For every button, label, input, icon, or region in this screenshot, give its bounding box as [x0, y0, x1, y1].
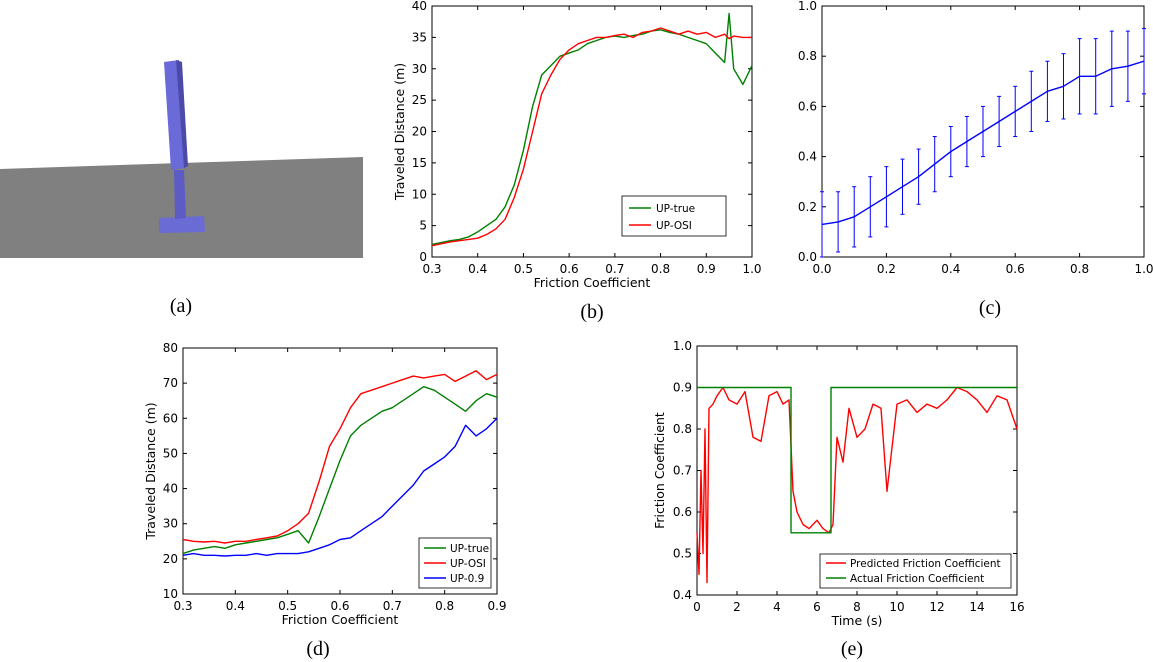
chart-b-xtick-label: 0.4	[468, 262, 487, 276]
chart-e-xtick-label: 10	[889, 600, 904, 614]
chart-b-ytick-label: 30	[412, 62, 427, 76]
chart-c-ytick-label: 0.4	[798, 150, 817, 164]
chart-b-ytick-label: 5	[419, 219, 427, 233]
chart-b-xtick-label: 0.5	[514, 262, 533, 276]
hopper-foot	[159, 216, 205, 233]
caption-d: (d)	[306, 638, 329, 660]
chart-b-ytick-label: 15	[412, 156, 427, 170]
chart-b-xtick-label: 1.0	[742, 262, 761, 276]
chart-b-ytick-label: 20	[412, 125, 427, 139]
chart-e-xtick-label: 4	[773, 600, 781, 614]
chart-e: 0 2 4 6 8 10 12 14 16 0.4 0.5 0.6 0.7 0.8 0.9 1.0 Time (…	[652, 339, 1025, 628]
chart-e-ytick-label: 0.5	[673, 547, 692, 561]
legend-b-up-osi: UP-OSI	[656, 220, 692, 232]
chart-b-xtick-label: 0.7	[605, 262, 624, 276]
chart-c-ytick-label: 0.0	[798, 250, 817, 264]
chart-d-xtick-label: 0.6	[330, 599, 349, 613]
chart-b-ytick-label: 10	[412, 187, 427, 201]
chart-d-ytick-label: 80	[163, 341, 178, 355]
caption-b: (b)	[580, 301, 603, 323]
chart-e-xtick-label: 2	[733, 600, 741, 614]
hopper-lower-leg	[174, 170, 186, 219]
chart-b-xtick-label: 0.9	[697, 262, 716, 276]
chart-d-xtick-label: 0.9	[487, 599, 506, 613]
chart-b-ylabel: Traveled Distance (m)	[392, 63, 407, 201]
chart-d-ylabel: Traveled Distance (m)	[143, 402, 158, 540]
caption-c: (c)	[979, 297, 1001, 319]
chart-d-ytick-label: 10	[163, 587, 178, 601]
chart-c-xtick-label: 0.0	[812, 262, 831, 276]
chart-b-xtick-label: 0.6	[560, 262, 579, 276]
chart-d-xlabel: Friction Coefficient	[282, 612, 399, 627]
chart-e-xtick-label: 0	[693, 600, 701, 614]
chart-e-ytick-label: 0.7	[673, 464, 692, 478]
chart-d-ytick-label: 20	[163, 552, 178, 566]
chart-e-series-predicted-friction-coefficient-line	[696, 386, 1018, 584]
chart-d-series-up-0-9-line	[182, 417, 498, 557]
chart-b-ytick-label: 35	[412, 30, 427, 44]
hopper-upper-leg-shade	[176, 60, 188, 168]
chart-d-xtick-label: 0.5	[278, 599, 297, 613]
chart-b-ytick-label: 0	[419, 250, 427, 264]
panel-a-render	[0, 60, 363, 258]
chart-e-xtick-label: 8	[853, 600, 861, 614]
caption-e: (e)	[841, 638, 863, 660]
chart-e-series-actual-friction-coefficient-line	[697, 386, 1017, 534]
chart-b-xlabel: Friction Coefficient	[534, 275, 651, 290]
chart-e-ytick-label: 0.6	[673, 505, 692, 519]
chart-d: 0.3 0.4 0.5 0.6 0.7 0.8 0.9 10 20 30 40 50 60 70 80 Fri…	[143, 341, 507, 627]
chart-b-ytick-label: 40	[412, 0, 427, 13]
legend-d-up-osi: UP-OSI	[450, 558, 486, 570]
legend-e-actual: Actual Friction Coefficient	[850, 573, 984, 585]
chart-e-ytick-label: 0.9	[673, 381, 692, 395]
chart-c-xtick-label: 0.8	[1070, 262, 1089, 276]
chart-e-ytick-label: 0.8	[673, 422, 692, 436]
chart-d-xtick-label: 0.4	[226, 599, 245, 613]
caption-a: (a)	[170, 295, 192, 317]
chart-d-ytick-label: 30	[163, 517, 178, 531]
chart-d-series-up-osi-line	[182, 370, 498, 544]
legend-e: Predicted Friction Coefficient Actual Fr…	[819, 553, 1012, 589]
chart-e-xtick-label: 14	[969, 600, 984, 614]
chart-d-ytick-label: 60	[163, 411, 178, 425]
chart-c-ytick-label: 0.2	[798, 200, 817, 214]
chart-b-series-up-osi-line	[431, 27, 752, 247]
chart-c-xtick-label: 0.6	[1006, 262, 1025, 276]
legend-b-up-true: UP-true	[656, 203, 695, 215]
chart-b-ytick-label: 25	[412, 93, 427, 107]
chart-d-ytick-label: 70	[163, 376, 178, 390]
chart-e-xtick-label: 6	[813, 600, 821, 614]
chart-c-xtick-label: 1.0	[1134, 262, 1153, 276]
chart-d-ytick-label: 50	[163, 446, 178, 460]
legend-e-predicted: Predicted Friction Coefficient	[850, 558, 1001, 570]
chart-b: 0.3 0.4 0.5 0.6 0.7 0.8 0.9 1.0 0 5 10 15 20 25 30 35 40…	[392, 0, 762, 290]
legend-d: UP-true UP-OSI UP-0.9	[418, 537, 492, 589]
chart-d-ytick-label: 40	[163, 482, 178, 496]
chart-c-frame	[821, 5, 1145, 258]
chart-b-series-up-true-line	[431, 12, 753, 246]
chart-c: 0.0 0.2 0.4 0.6 0.8 1.0 0.0 0.2 0.4 0.6 0.8 1.0	[798, 0, 1153, 276]
legend-b: UP-true UP-OSI	[621, 195, 727, 237]
chart-d-xtick-label: 0.3	[173, 599, 192, 613]
chart-e-ytick-label: 1.0	[673, 339, 692, 353]
chart-e-ytick-label: 0.4	[673, 588, 692, 602]
chart-e-xtick-label: 12	[929, 600, 944, 614]
legend-d-up-09: UP-0.9	[450, 573, 484, 585]
legend-d-up-true: UP-true	[450, 543, 489, 555]
chart-e-xtick-label: 16	[1009, 600, 1024, 614]
chart-c-xtick-label: 0.4	[941, 262, 960, 276]
chart-c-ytick-label: 0.8	[798, 49, 817, 63]
chart-e-ylabel: Friction Coefficient	[652, 412, 667, 529]
chart-e-xlabel: Time (s)	[831, 613, 883, 628]
chart-b-xtick-label: 0.3	[422, 262, 441, 276]
chart-d-series-up-true-line	[182, 386, 498, 555]
chart-c-xtick-label: 0.2	[877, 262, 896, 276]
chart-c-ytick-label: 0.6	[798, 99, 817, 113]
chart-d-xtick-label: 0.7	[383, 599, 402, 613]
chart-d-xtick-label: 0.8	[435, 599, 454, 613]
chart-c-ytick-label: 1.0	[798, 0, 817, 13]
chart-b-xtick-label: 0.8	[651, 262, 670, 276]
